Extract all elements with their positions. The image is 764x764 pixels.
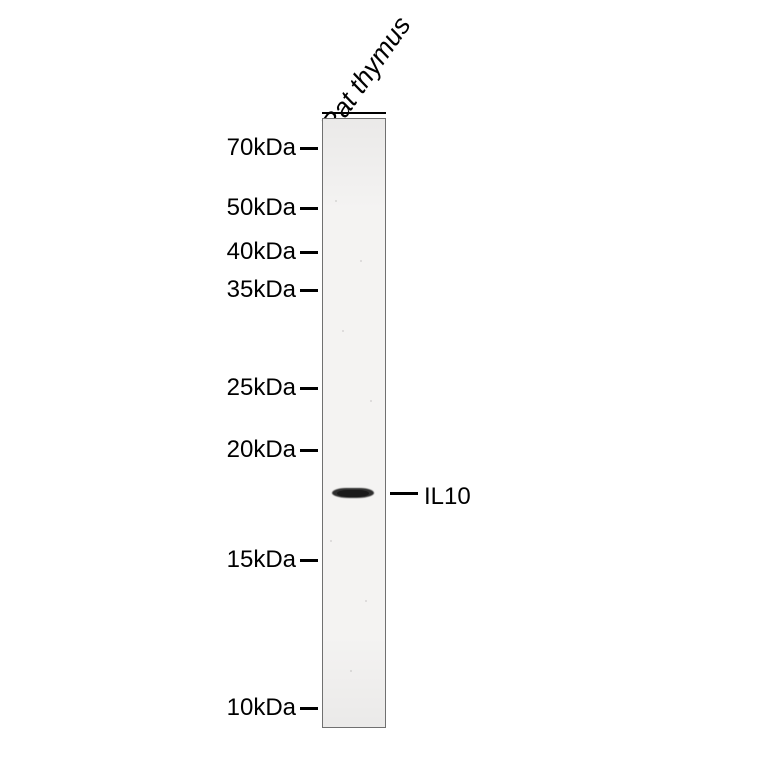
speck [350, 670, 352, 672]
mw-tick [300, 251, 318, 254]
lane-sample-underline [322, 112, 386, 114]
speck [342, 330, 344, 332]
speck [360, 260, 362, 262]
speck [365, 600, 367, 602]
mw-tick [300, 387, 318, 390]
speck [330, 540, 332, 542]
blot-figure: Rat thymus 70kDa50kDa40kDa35kDa25kDa20kD… [0, 0, 764, 764]
mw-tick [300, 449, 318, 452]
band-tick [390, 492, 418, 495]
lane-strip [322, 118, 386, 728]
mw-label: 50kDa [227, 194, 296, 222]
speck [370, 400, 372, 402]
mw-tick [300, 707, 318, 710]
mw-label: 70kDa [227, 134, 296, 162]
mw-label: 40kDa [227, 238, 296, 266]
band-core-il10 [337, 490, 369, 497]
mw-label: 10kDa [227, 694, 296, 722]
mw-label: 25kDa [227, 374, 296, 402]
mw-label: 35kDa [227, 276, 296, 304]
mw-tick [300, 289, 318, 292]
mw-tick [300, 559, 318, 562]
mw-label: 15kDa [227, 546, 296, 574]
mw-tick [300, 147, 318, 150]
mw-label: 20kDa [227, 436, 296, 464]
band-label: IL10 [424, 483, 471, 511]
mw-tick [300, 207, 318, 210]
lane-gradient [323, 119, 385, 727]
speck [335, 200, 337, 202]
